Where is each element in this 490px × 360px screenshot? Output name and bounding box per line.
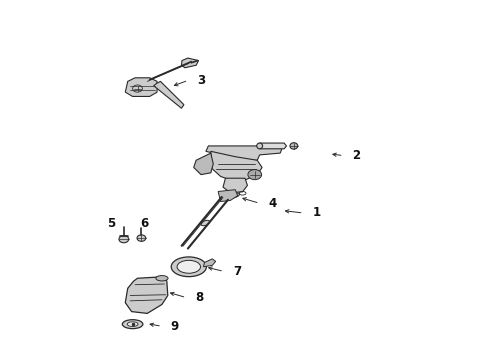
Text: 9: 9	[171, 320, 179, 333]
Polygon shape	[203, 259, 216, 267]
Text: 5: 5	[107, 217, 116, 230]
Polygon shape	[125, 277, 168, 314]
Text: 6: 6	[140, 217, 148, 230]
Circle shape	[248, 170, 262, 180]
Polygon shape	[211, 151, 262, 180]
Polygon shape	[194, 153, 213, 175]
Polygon shape	[223, 178, 247, 193]
Ellipse shape	[231, 193, 240, 198]
Ellipse shape	[177, 260, 200, 273]
Polygon shape	[181, 58, 198, 68]
Text: 2: 2	[352, 149, 361, 162]
Circle shape	[137, 235, 146, 241]
Text: 3: 3	[197, 74, 205, 87]
Circle shape	[119, 235, 129, 243]
Text: 1: 1	[313, 207, 320, 220]
Polygon shape	[206, 146, 282, 160]
Polygon shape	[125, 78, 157, 96]
Ellipse shape	[156, 275, 168, 281]
Ellipse shape	[257, 143, 263, 149]
Text: 7: 7	[233, 265, 241, 278]
Ellipse shape	[290, 143, 298, 149]
Ellipse shape	[171, 257, 206, 276]
Text: 4: 4	[269, 197, 277, 210]
Polygon shape	[218, 190, 238, 202]
Ellipse shape	[127, 322, 138, 327]
Ellipse shape	[122, 320, 143, 329]
Polygon shape	[154, 81, 184, 108]
Text: 8: 8	[195, 291, 203, 304]
Polygon shape	[260, 143, 287, 149]
Ellipse shape	[201, 220, 210, 226]
